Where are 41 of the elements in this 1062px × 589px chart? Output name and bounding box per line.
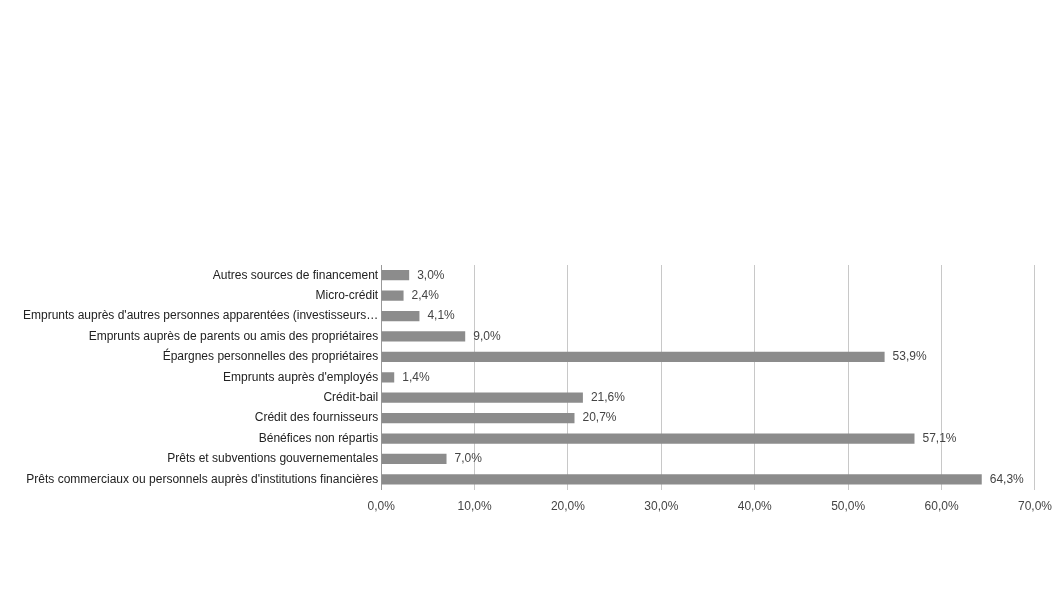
y-tick-label: Épargnes personnelles des propriétaires [162,348,379,364]
bar [381,433,915,444]
y-tick-label: Micro-crédit [315,287,379,302]
x-tick-label: 70,0% [1017,499,1053,514]
bar [381,392,583,403]
bar [381,453,447,465]
x-tick-label: 20,0% [550,499,586,514]
data-label: 64,3% [989,471,1025,486]
x-tick-label: 50,0% [831,499,866,514]
bar [381,331,466,342]
bar [381,351,885,362]
data-label: 4,1% [427,308,456,323]
data-label: 1,4% [402,369,430,384]
y-tick-label: Emprunts auprès de parents ou amis des propriétaires [88,328,379,343]
data-label: 3,0% [417,267,445,282]
data-label: 7,0% [454,451,483,466]
bar [381,310,420,322]
data-label: 9,0% [473,328,501,343]
data-label: 57,1% [922,430,957,445]
y-tick-label: Bénéfices non répartis [258,430,379,445]
data-label: 21,6% [590,390,626,405]
y-tick-label: Emprunts auprès d'autres personnes apparentées (investisseurs… [22,308,379,323]
y-tick-label: Crédit des fournisseurs [254,410,379,425]
bar [381,474,982,485]
bar [381,290,404,301]
data-label: 20,7% [582,410,617,425]
x-tick-label: 40,0% [737,499,773,514]
y-tick-label: Autres sources de financement [212,267,379,282]
y-tick-label: Crédit-bail [323,390,379,405]
x-tick-label: 0,0% [367,499,396,514]
data-label: 2,4% [411,287,440,302]
y-tick-label: Prêts et subventions gouvernementales [167,451,379,466]
x-tick-label: 10,0% [457,499,492,514]
bar [381,270,410,281]
x-tick-label: 60,0% [924,499,959,514]
data-label: 53,9% [892,349,927,364]
bar [381,372,395,383]
y-tick-label: Emprunts auprès d'employés [223,369,379,384]
x-tick-label: 30,0% [644,499,679,514]
y-tick-label: Prêts commerciaux ou personnels auprès d'institutions financières [26,471,379,486]
bar [381,413,575,424]
